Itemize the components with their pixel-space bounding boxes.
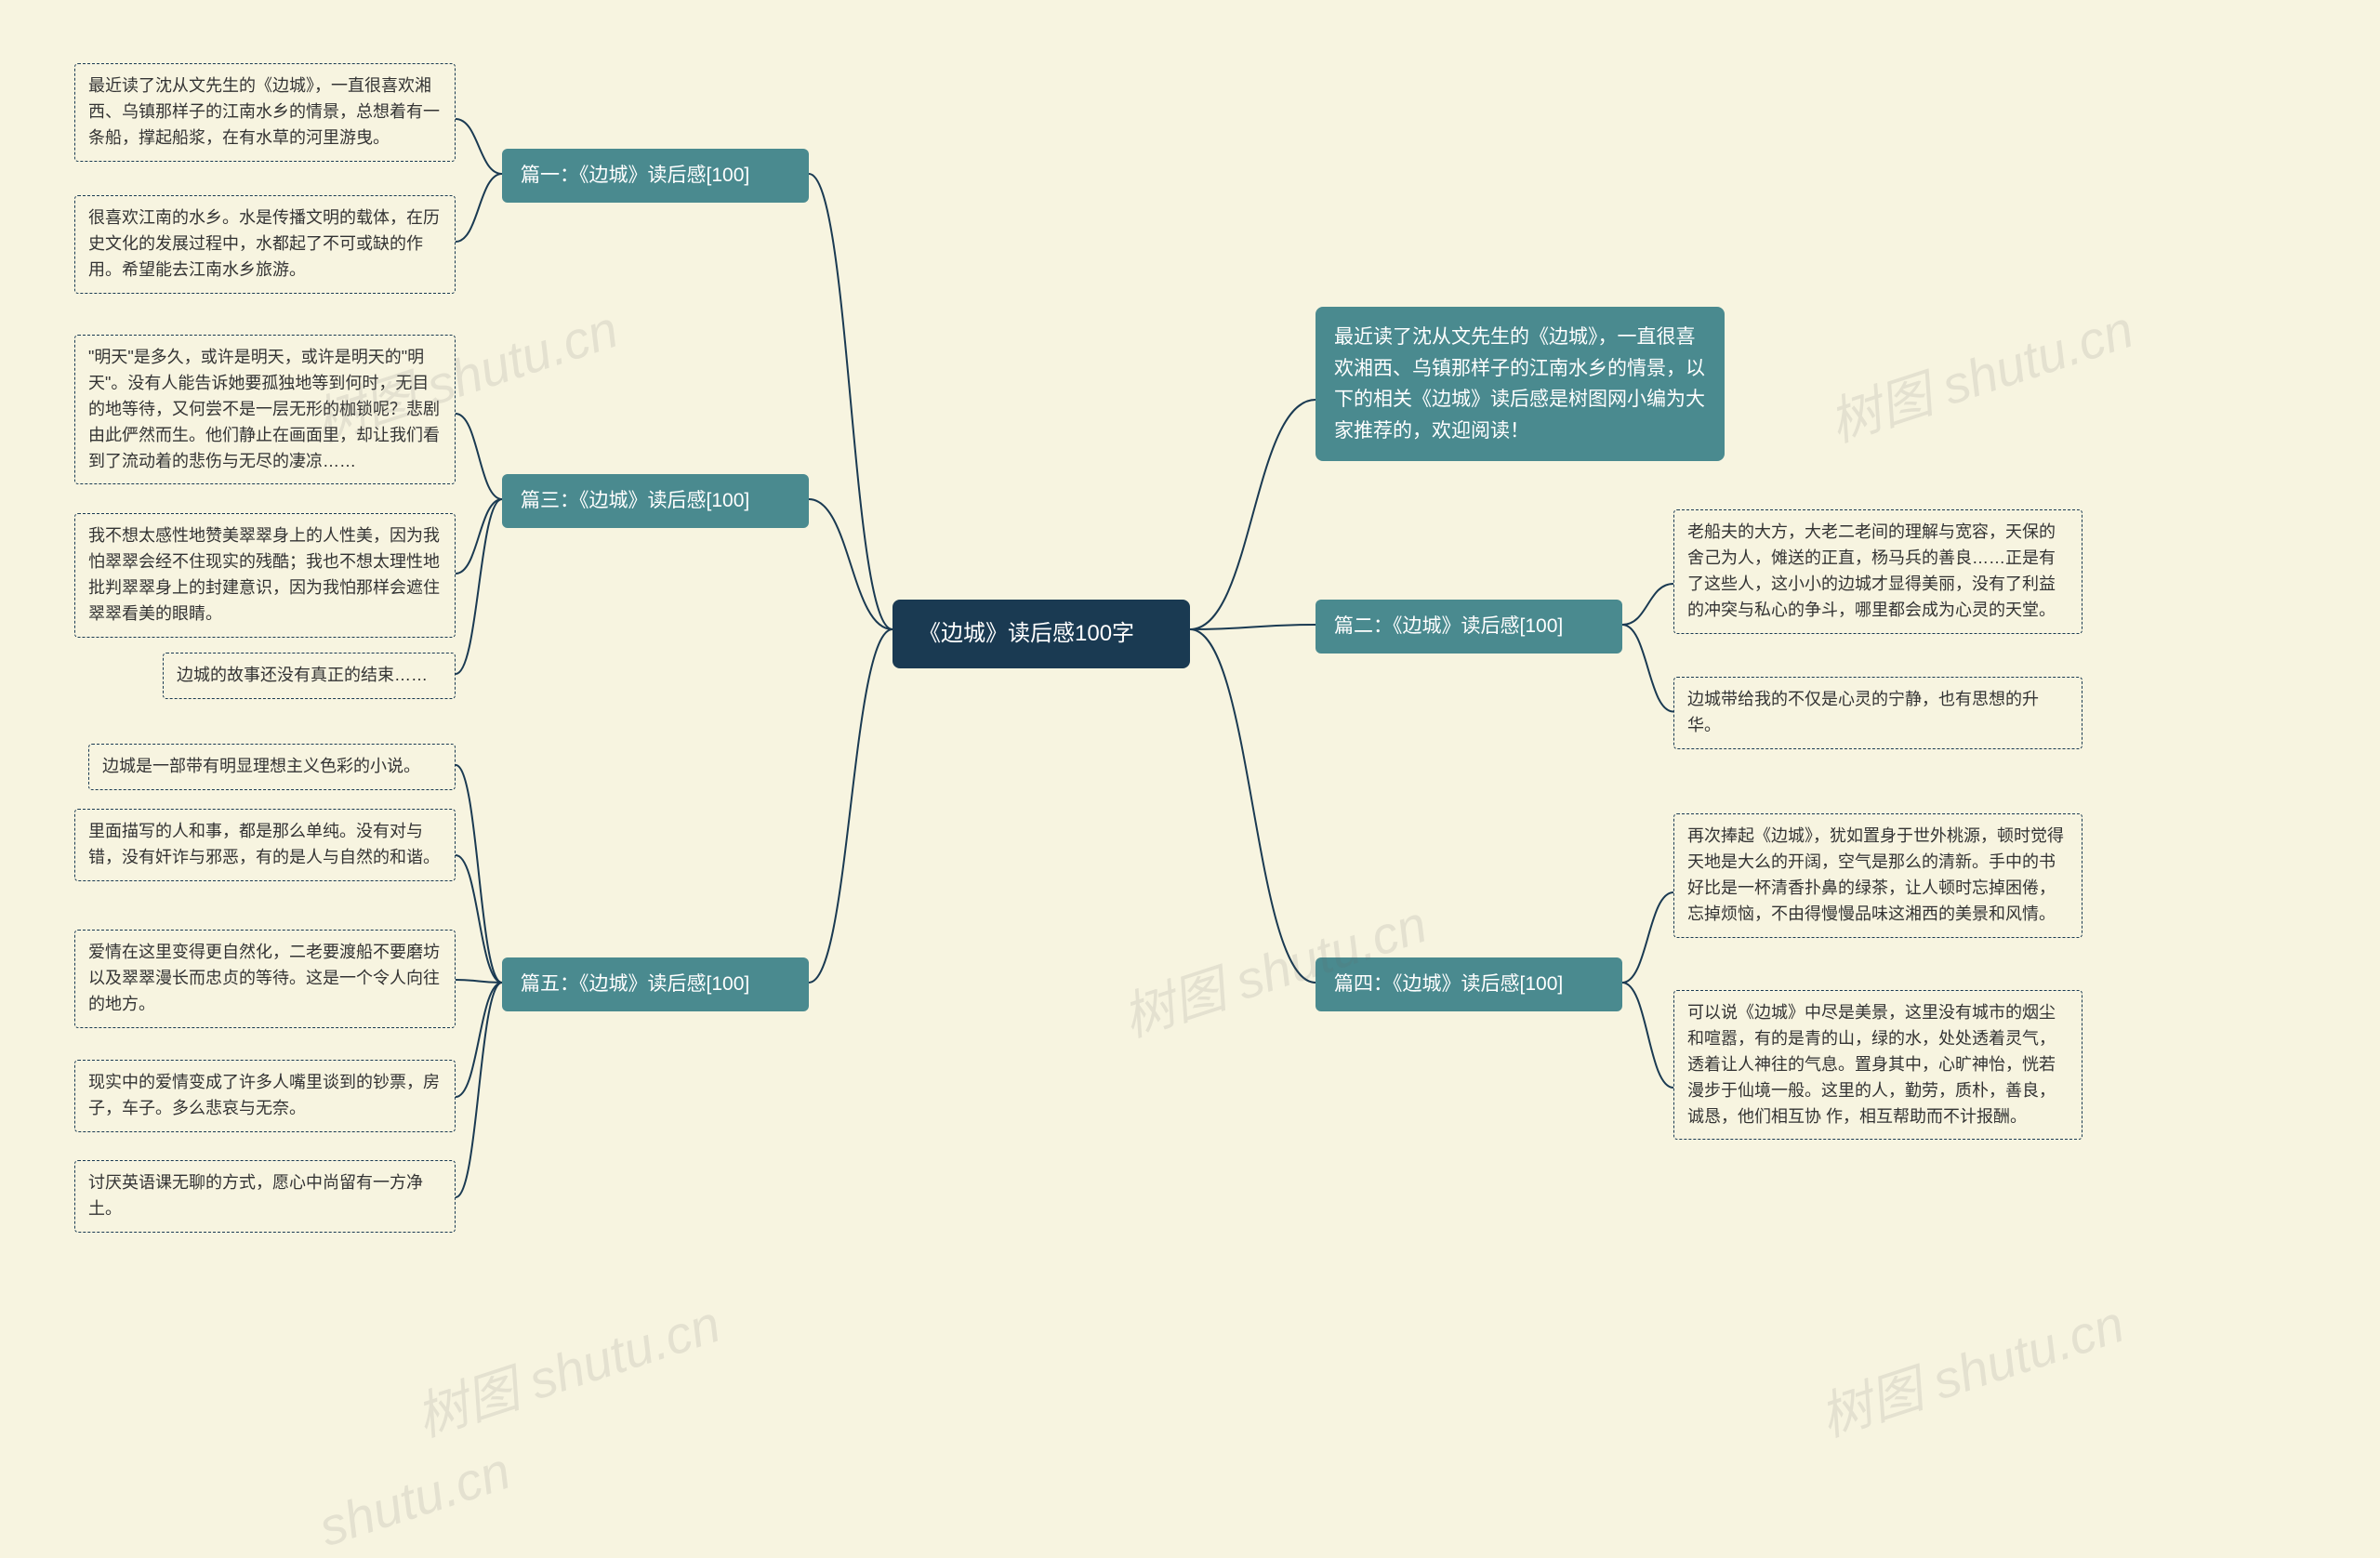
- leaf-b2-1: 边城带给我的不仅是心灵的宁静，也有思想的升华。: [1673, 677, 2082, 749]
- leaf-b4-0: 再次捧起《边城》，犹如置身于世外桃源，顿时觉得天地是大么的开阔，空气是那么的清新…: [1673, 813, 2082, 938]
- branch-b5[interactable]: 篇五：《边城》读后感[100]: [502, 957, 809, 1011]
- leaf-b1-1: 很喜欢江南的水乡。水是传播文明的载体，在历史文化的发展过程中，水都起了不可或缺的…: [74, 195, 456, 294]
- leaf-b2-0: 老船夫的大方，大老二老间的理解与宽容，天保的舍己为人，傩送的正直，杨马兵的善良……: [1673, 509, 2082, 634]
- watermark-4: 树图 shutu.cn: [1809, 1283, 2133, 1452]
- leaf-b1-0: 最近读了沈从文先生的《边城》，一直很喜欢湘西、乌镇那样子的江南水乡的情景，总想着…: [74, 63, 456, 162]
- leaf-b4-1: 可以说《边城》中尽是美景，这里没有城市的烟尘和喧嚣，有的是青的山，绿的水，处处透…: [1673, 990, 2082, 1140]
- branch-b2[interactable]: 篇二：《边城》读后感[100]: [1316, 600, 1622, 654]
- branch-b4[interactable]: 篇四：《边城》读后感[100]: [1316, 957, 1622, 1011]
- branch-b1[interactable]: 篇一：《边城》读后感[100]: [502, 149, 809, 203]
- watermark-2: 树图 shutu.cn: [405, 1283, 729, 1452]
- leaf-b3-1: 我不想太感性地赞美翠翠身上的人性美，因为我怕翠翠会经不住现实的残酷；我也不想太理…: [74, 513, 456, 638]
- leaf-b3-0: "明天"是多久，或许是明天，或许是明天的"明天"。没有人能告诉她要孤独地等到何时…: [74, 335, 456, 484]
- branch-b3[interactable]: 篇三：《边城》读后感[100]: [502, 474, 809, 528]
- leaf-b5-0: 边城是一部带有明显理想主义色彩的小说。: [88, 744, 456, 790]
- intro-node: 最近读了沈从文先生的《边城》，一直很喜欢湘西、乌镇那样子的江南水乡的情景，以下的…: [1316, 307, 1725, 461]
- leaf-b5-1: 里面描写的人和事，都是那么单纯。没有对与错，没有奸诈与邪恶，有的是人与自然的和谐…: [74, 809, 456, 881]
- leaf-b5-4: 讨厌英语课无聊的方式，愿心中尚留有一方净土。: [74, 1160, 456, 1233]
- leaf-b5-2: 爱情在这里变得更自然化，二老要渡船不要磨坊以及翠翠漫长而忠贞的等待。这是一个令人…: [74, 930, 456, 1028]
- watermark-5: shutu.cn: [311, 1440, 517, 1558]
- leaf-b3-2: 边城的故事还没有真正的结束……: [163, 653, 456, 699]
- watermark-1: 树图 shutu.cn: [1818, 288, 2142, 457]
- leaf-b5-3: 现实中的爱情变成了许多人嘴里谈到的钞票，房子，车子。多么悲哀与无奈。: [74, 1060, 456, 1132]
- root-node[interactable]: 《边城》读后感100字: [892, 600, 1190, 668]
